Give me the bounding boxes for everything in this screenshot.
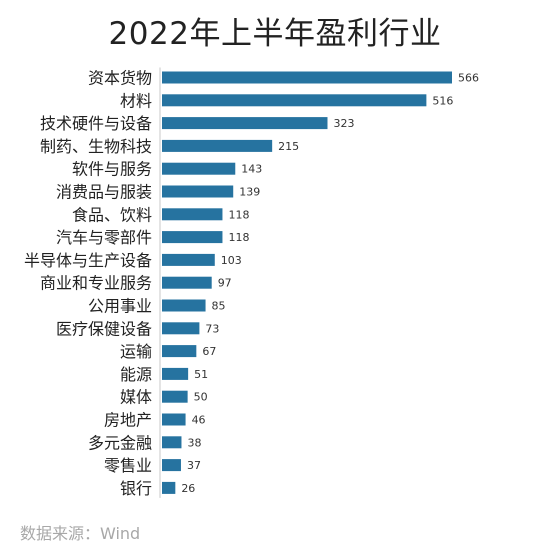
bar: [162, 139, 273, 152]
category-label: 运输: [120, 342, 152, 361]
category-label: 多元金融: [88, 433, 152, 452]
category-label: 技术硬件与设备: [40, 114, 152, 133]
category-label: 汽车与零部件: [56, 228, 152, 247]
data-label: 50: [194, 391, 208, 404]
category-label: 能源: [120, 365, 152, 384]
category-label: 零售业: [104, 456, 152, 475]
data-label: 67: [202, 345, 216, 358]
category-label: 房地产: [104, 411, 152, 430]
bar: [162, 436, 182, 449]
data-label: 38: [187, 436, 201, 449]
bar: [162, 208, 223, 221]
category-label: 制药、生物科技: [40, 137, 152, 156]
bar: [162, 162, 236, 175]
category-label: 半导体与生产设备: [24, 251, 152, 270]
data-label: 143: [241, 163, 262, 176]
bar: [162, 345, 197, 358]
bar: [162, 299, 206, 312]
bar: [162, 94, 427, 107]
category-label: 材料: [120, 91, 152, 110]
data-label: 46: [192, 414, 206, 427]
data-label: 118: [228, 231, 249, 244]
data-label: 26: [181, 482, 195, 495]
category-label: 公用事业: [88, 297, 152, 316]
bar: [162, 253, 215, 266]
data-label: 215: [278, 140, 299, 153]
data-label: 73: [205, 322, 219, 335]
data-label: 51: [194, 368, 208, 381]
bar: [162, 231, 223, 244]
bar: [162, 322, 200, 335]
category-label: 媒体: [120, 388, 152, 407]
category-label: 资本货物: [88, 69, 152, 88]
bar: [162, 390, 188, 403]
category-label: 消费品与服装: [56, 183, 152, 202]
category-label: 商业和专业服务: [40, 274, 152, 293]
data-label: 139: [239, 186, 260, 199]
data-label: 323: [333, 117, 354, 130]
bar: [162, 459, 181, 472]
category-label: 医疗保健设备: [56, 319, 152, 338]
data-label: 566: [458, 72, 479, 85]
data-label: 85: [212, 300, 226, 313]
data-label: 118: [228, 208, 249, 221]
category-label: 软件与服务: [72, 160, 152, 179]
bar: [162, 481, 176, 494]
data-label: 516: [432, 94, 453, 107]
chart-title: 2022年上半年盈利行业: [108, 16, 442, 52]
data-label: 97: [218, 277, 232, 290]
bar: [162, 276, 212, 289]
bar: [162, 117, 328, 130]
bar: [162, 413, 186, 426]
bar: [162, 71, 452, 84]
bar: [162, 185, 234, 198]
category-label: 银行: [120, 479, 152, 498]
data-label: 103: [221, 254, 242, 267]
data-label: 37: [187, 459, 201, 472]
bar: [162, 367, 189, 380]
category-label: 食品、饮料: [72, 205, 152, 224]
source-note: 数据来源：Wind: [20, 524, 141, 543]
